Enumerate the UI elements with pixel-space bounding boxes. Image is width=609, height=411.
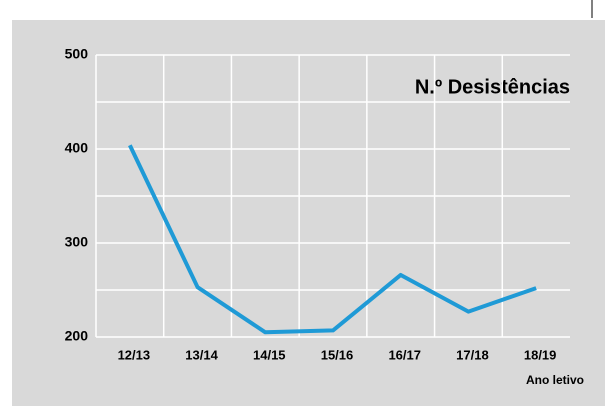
data-line [128,144,537,335]
x-tick-label: 16/17 [388,347,421,362]
y-tick-label: 200 [65,328,89,344]
x-tick-label: 17/18 [456,347,489,362]
chart-title: N.º Desistências [415,76,570,98]
x-tick-label: 13/14 [185,347,218,362]
y-tick-label: 400 [65,140,89,156]
x-axis-label: Ano letivo [526,373,584,387]
x-tick-label: 14/15 [253,347,286,362]
chart-background [12,20,605,406]
x-tick-label: 18/19 [524,347,557,362]
x-tick-label: 12/13 [118,347,151,362]
y-tick-label: 500 [65,46,89,62]
x-tick-label: 15/16 [321,347,354,362]
y-tick-label: 300 [65,234,89,250]
